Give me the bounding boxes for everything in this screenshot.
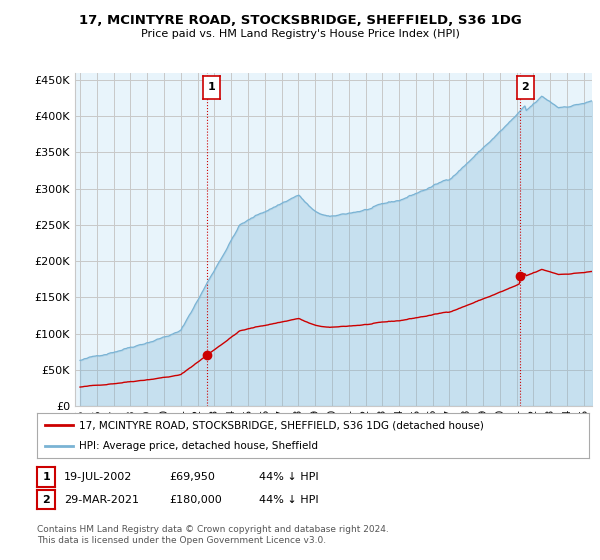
Text: Contains HM Land Registry data © Crown copyright and database right 2024.
This d: Contains HM Land Registry data © Crown c… (37, 525, 389, 545)
Text: HPI: Average price, detached house, Sheffield: HPI: Average price, detached house, Shef… (79, 441, 317, 451)
Text: 17, MCINTYRE ROAD, STOCKSBRIDGE, SHEFFIELD, S36 1DG: 17, MCINTYRE ROAD, STOCKSBRIDGE, SHEFFIE… (79, 14, 521, 27)
Text: 1: 1 (208, 82, 215, 92)
Text: £69,950: £69,950 (169, 472, 215, 482)
Text: 1: 1 (43, 472, 50, 482)
Text: 44% ↓ HPI: 44% ↓ HPI (259, 472, 319, 482)
Text: £180,000: £180,000 (169, 494, 222, 505)
Text: 19-JUL-2002: 19-JUL-2002 (64, 472, 133, 482)
Text: 2: 2 (43, 494, 50, 505)
Text: 2: 2 (521, 82, 529, 92)
Text: Price paid vs. HM Land Registry's House Price Index (HPI): Price paid vs. HM Land Registry's House … (140, 29, 460, 39)
Text: 17, MCINTYRE ROAD, STOCKSBRIDGE, SHEFFIELD, S36 1DG (detached house): 17, MCINTYRE ROAD, STOCKSBRIDGE, SHEFFIE… (79, 420, 484, 430)
Text: 44% ↓ HPI: 44% ↓ HPI (259, 494, 319, 505)
Text: 29-MAR-2021: 29-MAR-2021 (64, 494, 139, 505)
